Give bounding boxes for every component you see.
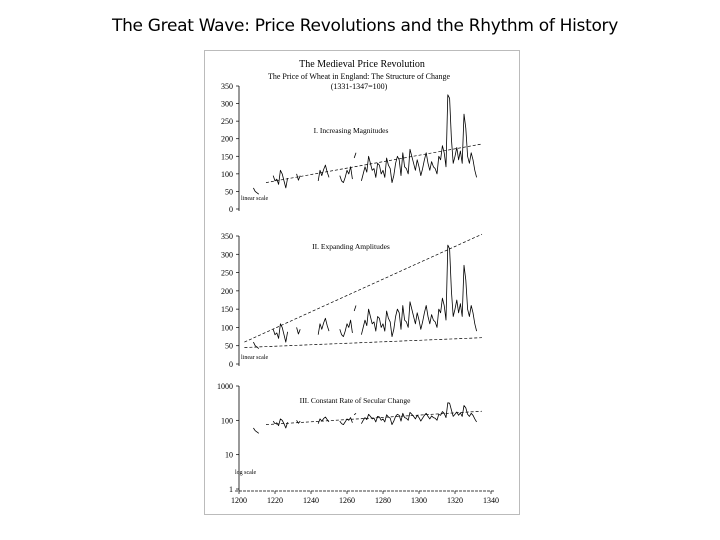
scale-note: log scale [235,470,256,476]
x-tick-label: 1240 [303,496,319,505]
trend-line [265,143,483,183]
y-tick-label: 300 [221,100,233,109]
y-tick-label: 150 [221,305,233,314]
y-tick-label: 350 [221,82,233,91]
panel-title: III. Constant Rate of Secular Change [300,396,411,405]
price-series-line [353,152,357,159]
chart-panel-2: 0 50 100 150 200 250 300 350 II. Expanding Ampli… [221,232,483,369]
price-series-line [253,187,260,195]
price-series-line [339,319,353,338]
x-tick-label: 1340 [483,496,499,505]
y-tick-label: 300 [221,250,233,259]
figure-subtitle: The Price of Wheat in England: The Struc… [268,72,451,81]
x-tick-label: 1300 [411,496,427,505]
price-series-line [272,169,288,189]
figure-title: The Medieval Price Revolution [299,59,425,70]
y-tick-label: 100 [221,323,233,332]
price-series-line [317,416,330,424]
price-series-line [253,427,260,434]
price-series-line [253,341,260,349]
y-tick-label: 150 [221,152,233,161]
figure-svg: The Medieval Price Revolution The Price … [217,59,499,505]
slide-title: The Great Wave: Price Revolutions and th… [111,16,619,36]
price-series-line [339,166,353,184]
price-series-line [296,420,301,424]
scale-note: linear scale [241,196,268,202]
price-series-line [361,244,477,338]
price-series-line [339,417,353,426]
figure-base-note: (1331-1347=100) [331,82,388,91]
y-tick-label: 250 [221,117,233,126]
price-series-line [296,327,301,335]
panel-title: I. Increasing Magnitudes [314,126,389,135]
price-series-line [272,323,288,343]
trend-line [244,233,483,343]
chart-panel-3: 1 10 100 1000 1200 1220 1240 1260 1280 1300 1320 13… [217,382,499,505]
y-tick-label: 50 [225,187,233,196]
y-tick-label: 200 [221,135,233,144]
trend-line [265,410,483,425]
scale-note: linear scale [241,355,268,361]
price-series-line [361,94,477,184]
price-series-line [272,418,288,429]
y-tick-label: 10 [225,451,233,460]
x-tick-label: 1200 [231,496,247,505]
chart-panel-1: 0 50 100 150 200 250 300 350 I. Increasing Magni… [221,82,483,214]
price-series-line [317,164,330,181]
y-tick-label: 1000 [217,382,233,391]
panel-title: II. Expanding Amplitudes [312,242,390,251]
y-tick-label: 200 [221,287,233,296]
x-tick-label: 1220 [267,496,283,505]
price-series-line [353,305,357,312]
price-series-line [296,173,301,181]
figure-panel: The Medieval Price Revolution The Price … [204,50,520,515]
price-series-line [317,317,330,335]
y-tick-label: 50 [225,342,233,351]
y-tick-label: 0 [229,205,233,214]
price-series-line [361,402,477,426]
y-tick-label: 0 [229,360,233,369]
x-tick-label: 1280 [375,496,391,505]
price-series-line [353,412,357,416]
trend-line [244,337,483,348]
y-tick-label: 350 [221,232,233,241]
y-tick-label: 100 [221,416,233,425]
x-tick-label: 1260 [339,496,355,505]
y-tick-label: 1 [229,485,233,494]
y-tick-label: 100 [221,170,233,179]
x-tick-label: 1320 [447,496,463,505]
y-tick-label: 250 [221,269,233,278]
